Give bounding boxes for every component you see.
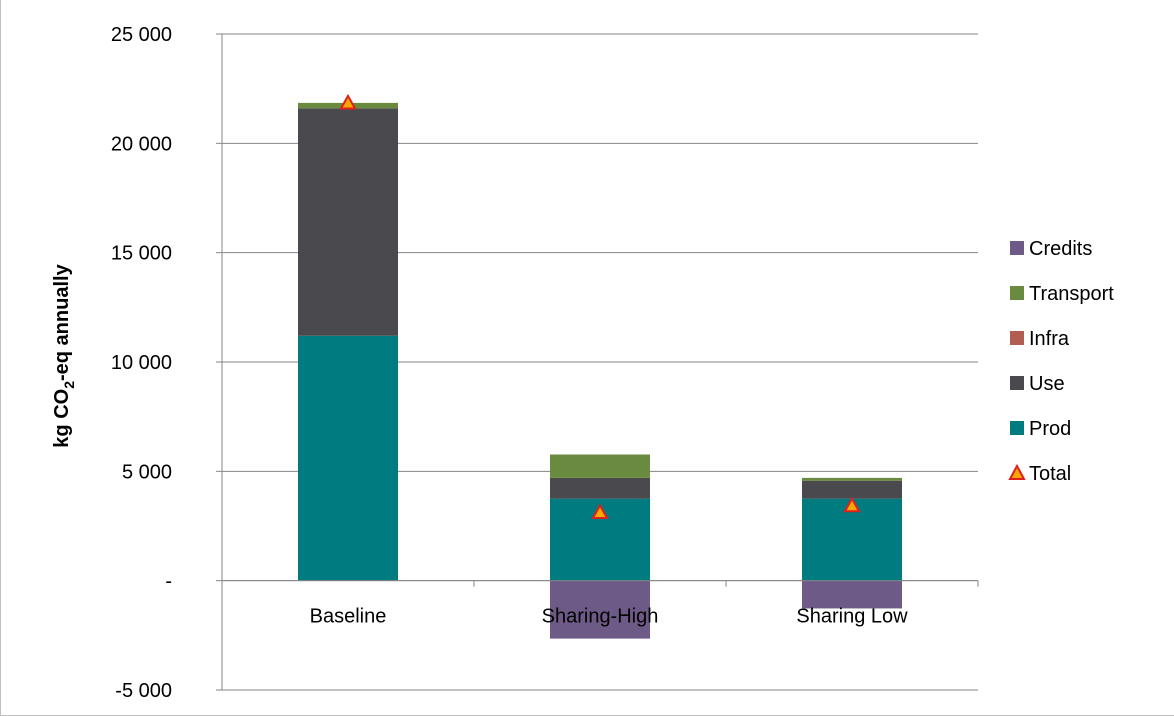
x-tick-label: Sharing Low <box>796 606 908 628</box>
legend-swatch-credits <box>1010 241 1024 255</box>
total-marker <box>591 503 609 520</box>
legend-label-transport: Transport <box>1029 283 1114 305</box>
axes <box>216 33 979 691</box>
legend-total-marker <box>1008 463 1026 480</box>
bar-segment-transport <box>802 477 902 481</box>
legend-label-prod: Prod <box>1029 418 1071 440</box>
bar-segment-prod <box>802 498 902 581</box>
y-tick-label: 20 000 <box>111 133 172 155</box>
y-tick-label: 15 000 <box>111 243 172 265</box>
total-markers <box>339 93 861 520</box>
legend-swatch-transport <box>1010 286 1024 300</box>
legend-swatch-infra <box>1010 331 1024 345</box>
bar-segment-use <box>550 477 650 499</box>
x-tick-labels: Baseline Sharing-High Sharing Low <box>310 606 909 628</box>
legend-label-infra: Infra <box>1029 328 1070 350</box>
bar-segment-credits <box>802 580 902 609</box>
legend-label-use: Use <box>1029 373 1065 395</box>
bar-segment-use <box>298 108 398 336</box>
y-axis-title: kg CO2-eq annually <box>51 263 77 447</box>
x-tick-label: Baseline <box>310 606 387 628</box>
legend-label-total: Total <box>1029 463 1071 485</box>
legend-swatch-use <box>1010 376 1024 390</box>
y-tick-label: 10 000 <box>111 352 172 374</box>
bar-segment-transport <box>550 454 650 478</box>
bar-segment-credits <box>550 580 650 639</box>
y-tick-label: - <box>165 571 172 593</box>
legend-label-credits: Credits <box>1029 238 1092 260</box>
bar-segment-prod <box>298 335 398 581</box>
bar-segment-use <box>802 480 902 499</box>
total-marker <box>843 496 861 513</box>
y-tick-label: -5 000 <box>115 680 172 702</box>
x-tick-label: Sharing-High <box>542 606 659 628</box>
legend: Credits Transport Infra Use Prod Total <box>1008 238 1114 485</box>
total-marker <box>339 93 357 110</box>
legend-swatch-prod <box>1010 421 1024 435</box>
y-tick-label: 5 000 <box>122 461 172 483</box>
bars <box>298 102 902 639</box>
y-tick-label: 25 000 <box>111 24 172 46</box>
